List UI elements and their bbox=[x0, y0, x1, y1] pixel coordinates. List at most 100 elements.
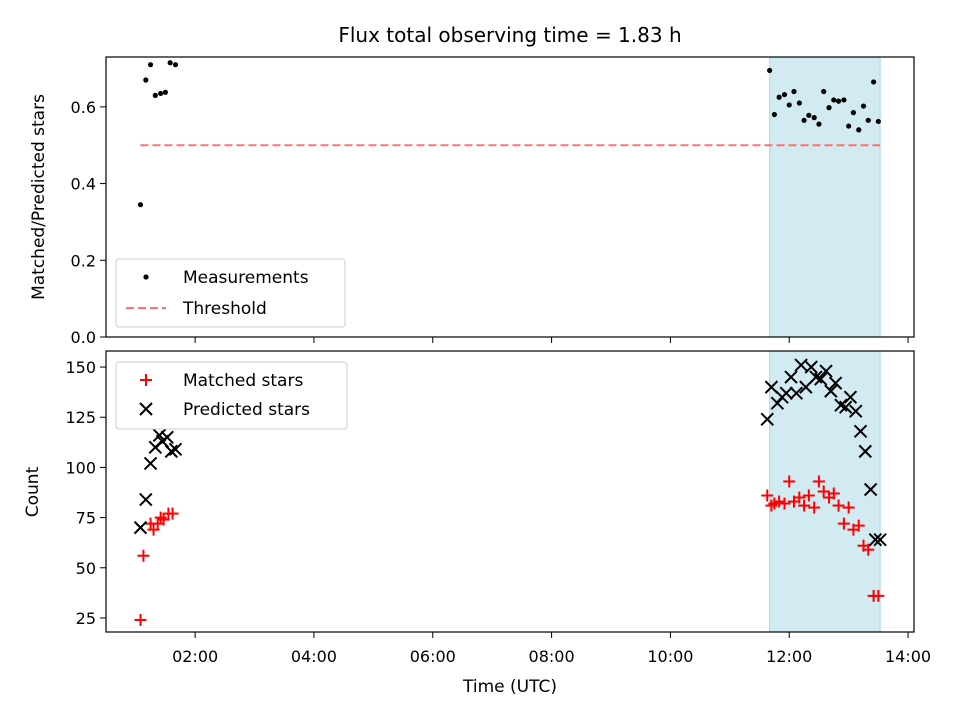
predicted-star-point bbox=[799, 380, 813, 394]
predicted-star-point bbox=[784, 370, 798, 384]
measurement-point bbox=[801, 117, 807, 123]
predicted-star-stroke-b bbox=[794, 358, 808, 372]
ratio-legend: Measurements Threshold bbox=[115, 258, 346, 328]
predicted-star-point bbox=[760, 412, 774, 426]
matched-star-point bbox=[793, 491, 806, 504]
ratio-y-tick-label: 0.2 bbox=[71, 251, 96, 270]
measurement-point bbox=[821, 88, 827, 95]
predicted-star-stroke-b bbox=[873, 532, 887, 547]
matched-star-point bbox=[852, 519, 865, 532]
count-legend-box bbox=[115, 361, 348, 430]
predicted-star-stroke-b bbox=[858, 444, 872, 459]
predicted-star-stroke-b bbox=[853, 424, 868, 438]
legend-predicted-marker bbox=[139, 402, 153, 416]
predicted-star-stroke-b bbox=[809, 370, 823, 384]
predicted-star-stroke-b bbox=[849, 404, 863, 418]
predicted-star-stroke-b bbox=[133, 520, 148, 535]
count-y-axis-label: Count bbox=[23, 466, 43, 517]
legend-predicted-label: Predicted stars bbox=[183, 400, 310, 420]
predicted-star-point bbox=[868, 532, 883, 547]
count-y-tick-label: 25 bbox=[76, 609, 96, 628]
measurement-point bbox=[796, 100, 802, 106]
measurement-point bbox=[767, 67, 773, 74]
count-y-tick-label: 100 bbox=[65, 458, 96, 477]
measurement-point bbox=[771, 111, 777, 118]
count-x-ticks: 02:00 04:00 06:00 08:00 10:00 12:00 14:00 bbox=[172, 632, 931, 666]
matched-star-point bbox=[862, 543, 875, 556]
matched-star-point bbox=[134, 613, 147, 626]
count-y-tick-label: 150 bbox=[65, 358, 96, 377]
matched-star-point bbox=[783, 475, 796, 488]
measurement-point bbox=[781, 91, 788, 98]
predicted-star-point bbox=[819, 364, 833, 378]
legend-threshold-label: Threshold bbox=[182, 299, 267, 319]
measurement-point bbox=[806, 112, 812, 118]
predicted-star-stroke-b bbox=[868, 532, 883, 547]
predicted-star-stroke-b bbox=[789, 386, 804, 400]
predicted-star-point bbox=[794, 358, 808, 372]
count-x-tick-label: 04:00 bbox=[291, 647, 337, 666]
predicted-star-point bbox=[828, 376, 843, 390]
measurement-point bbox=[865, 117, 871, 123]
predicted-star-point bbox=[133, 520, 148, 535]
measurement-point bbox=[841, 97, 847, 103]
ratio-x-ticks bbox=[194, 337, 909, 343]
count-y-tick-label: 50 bbox=[76, 559, 96, 578]
matched-star-point bbox=[137, 549, 150, 562]
count-legend: Matched stars Predicted stars bbox=[115, 361, 348, 430]
count-x-tick-label: 10:00 bbox=[647, 647, 693, 666]
predicted-star-point bbox=[160, 430, 174, 445]
measurement-point bbox=[850, 110, 857, 116]
matched-star-point bbox=[808, 501, 821, 514]
matched-star-point bbox=[802, 489, 815, 502]
predicted-star-stroke-b bbox=[838, 400, 853, 414]
measurement-point bbox=[875, 118, 881, 125]
matched-star-point bbox=[812, 475, 825, 488]
predicted-star-point bbox=[873, 532, 887, 547]
ratio-panel: 0.0 0.2 0.4 0.6 Matched/Predicted stars Mea… bbox=[29, 56, 915, 347]
predicted-star-point bbox=[849, 404, 863, 418]
chart-title: Flux total observing time = 1.83 h bbox=[338, 23, 681, 47]
predicted-star-stroke-b bbox=[799, 380, 813, 394]
predicted-star-stroke-b bbox=[760, 412, 774, 426]
measurement-point bbox=[172, 62, 179, 68]
matched-star-point bbox=[761, 489, 774, 502]
predicted-stars-points bbox=[133, 358, 887, 547]
ratio-y-tick-label: 0.0 bbox=[71, 328, 96, 347]
legend-matched-label: Matched stars bbox=[183, 371, 303, 391]
matched-star-point bbox=[798, 499, 811, 512]
predicted-star-point bbox=[779, 386, 793, 400]
measurement-point bbox=[826, 105, 832, 111]
predicted-star-point bbox=[824, 384, 838, 398]
ratio-y-tick-label: 0.4 bbox=[71, 175, 96, 194]
measurement-point bbox=[831, 97, 837, 103]
predicted-star-point bbox=[843, 390, 858, 404]
measurement-point bbox=[860, 103, 867, 109]
measurement-points bbox=[137, 60, 881, 208]
predicted-star-point bbox=[863, 482, 878, 497]
measurement-point bbox=[776, 94, 782, 100]
matched-star-point bbox=[154, 511, 167, 524]
predicted-star-point bbox=[139, 492, 153, 507]
predicted-star-point bbox=[853, 424, 868, 438]
ratio-axes-frame bbox=[105, 56, 915, 338]
count-x-tick-label: 06:00 bbox=[410, 647, 456, 666]
predicted-star-stroke-b bbox=[819, 364, 833, 378]
predicted-star-point bbox=[143, 456, 158, 471]
predicted-star-stroke-b bbox=[779, 386, 793, 400]
measurement-point bbox=[152, 92, 158, 98]
matched-stars-points bbox=[134, 475, 885, 626]
matched-star-point bbox=[147, 523, 160, 536]
measurement-point bbox=[791, 88, 797, 95]
measurement-point bbox=[147, 62, 154, 68]
measurement-point bbox=[856, 127, 862, 133]
matched-star-point bbox=[832, 499, 845, 512]
predicted-star-stroke-b bbox=[139, 492, 153, 507]
predicted-star-stroke-b bbox=[834, 398, 848, 412]
predicted-star-point bbox=[168, 442, 183, 457]
measurement-point bbox=[167, 60, 173, 66]
predicted-star-stroke-b bbox=[152, 428, 167, 443]
predicted-star-point bbox=[814, 372, 828, 386]
measurement-point bbox=[786, 102, 792, 108]
matched-star-point bbox=[765, 499, 778, 512]
